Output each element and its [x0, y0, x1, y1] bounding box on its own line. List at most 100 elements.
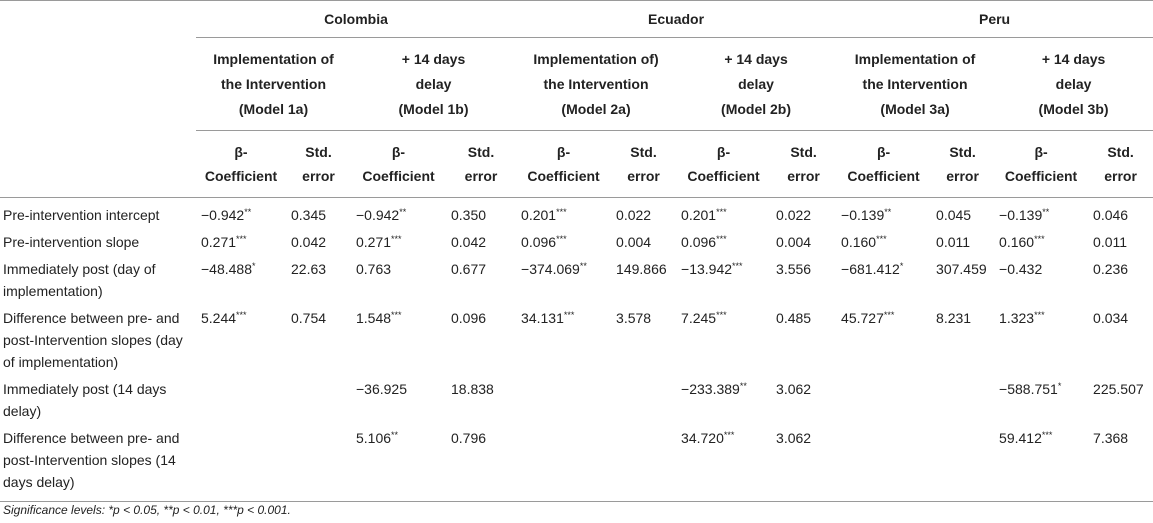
- cell-value: 0.236: [1093, 261, 1129, 277]
- stderr-cell: 0.004: [611, 231, 676, 258]
- table-row: Difference between pre- and post-Interve…: [0, 427, 1153, 502]
- stderr-cell: 0.754: [286, 307, 351, 378]
- country-header-row: Colombia Ecuador Peru: [0, 0, 1153, 38]
- cell-value: −13.942: [681, 261, 733, 277]
- significance-stars: ***: [716, 310, 727, 320]
- stderr-cell: [931, 378, 994, 427]
- coefficient-cell: −0.942**: [351, 198, 446, 232]
- cell-value: 0.034: [1093, 310, 1129, 326]
- table-row: Immediately post (day of implementation)…: [0, 258, 1153, 307]
- coef-col-header: β- Coefficient: [196, 130, 286, 198]
- model-header-2b: + 14 days delay (Model 2b): [676, 37, 837, 131]
- cell-value: −588.751: [999, 381, 1058, 397]
- cell-value: 0.201: [681, 207, 717, 223]
- significance-stars: ***: [563, 310, 575, 320]
- significance-stars: ***: [1034, 234, 1045, 244]
- coefficient-cell: 59.412***: [994, 427, 1089, 502]
- significance-stars: ***: [236, 310, 247, 320]
- cell-value: 0.485: [776, 310, 812, 326]
- coefficient-cell: 1.323***: [994, 307, 1088, 378]
- cell-value: −0.139: [999, 207, 1043, 223]
- stderr-col-header: Std. error: [771, 130, 837, 198]
- stderr-col-header: Std. error: [931, 130, 995, 198]
- cell-value: −374.069: [521, 261, 580, 277]
- coefficient-cell: −233.389**: [676, 378, 771, 427]
- cell-value: 0.004: [776, 234, 812, 250]
- regression-results-table: Colombia Ecuador Peru Implementation of t…: [0, 0, 1153, 502]
- significance-stars: ***: [732, 261, 743, 271]
- significance-stars: ***: [1041, 430, 1053, 440]
- country-header-ecuador: Ecuador: [516, 0, 837, 38]
- cell-value: 3.062: [776, 430, 812, 446]
- stderr-cell: 0.042: [286, 231, 351, 258]
- significance-stars: **: [244, 207, 252, 217]
- stderr-cell: 22.63: [286, 258, 351, 307]
- coefficient-cell: 5.244***: [196, 307, 286, 378]
- cell-value: 0.160: [999, 234, 1035, 250]
- significance-stars: ***: [883, 310, 895, 320]
- stderr-cell: 3.578: [611, 307, 676, 378]
- significance-stars: ***: [876, 234, 887, 244]
- stderr-cell: 0.011: [931, 231, 994, 258]
- coef-col-header: β- Coefficient: [676, 130, 772, 198]
- coef-col-header: β- Coefficient: [836, 130, 932, 198]
- cell-value: −0.139: [841, 207, 885, 223]
- coefficient-cell: −13.942***: [676, 258, 771, 307]
- cell-value: 0.096: [681, 234, 717, 250]
- coefficient-cell: −0.139**: [994, 198, 1088, 232]
- row-label: Pre-intervention intercept: [3, 207, 160, 223]
- coefficient-cell: −48.488*: [196, 258, 286, 307]
- stderr-cell: 7.368: [1088, 427, 1153, 502]
- table-body: Pre-intervention intercept −0.942** 0.345−…: [0, 198, 1153, 502]
- coefficient-cell: 0.096***: [516, 231, 611, 258]
- stderr-cell: 307.459: [931, 258, 994, 307]
- cell-value: 0.160: [841, 234, 877, 250]
- stderr-cell: 225.507: [1088, 378, 1153, 427]
- significance-stars: ***: [556, 207, 567, 217]
- stderr-cell: 0.011: [1088, 231, 1153, 258]
- stderr-cell: 3.062: [771, 427, 837, 502]
- stderr-cell: 0.045: [931, 198, 994, 232]
- cell-value: 0.345: [291, 207, 327, 223]
- row-label: Pre-intervention slope: [3, 234, 140, 250]
- country-header-peru: Peru: [836, 0, 1153, 38]
- coefficient-cell: −588.751*: [994, 378, 1088, 427]
- coefficient-cell: [836, 378, 931, 427]
- cell-value: 3.062: [776, 381, 812, 397]
- coefficient-cell: −0.942**: [196, 198, 286, 232]
- cell-value: 1.548: [356, 310, 392, 326]
- coefficient-cell: 0.096***: [676, 231, 771, 258]
- cell-value: 34.720: [681, 430, 724, 446]
- significance-stars: *: [252, 261, 256, 271]
- coefficient-cell: [196, 427, 286, 502]
- coefficient-cell: 34.720***: [676, 427, 772, 502]
- coefficient-cell: 45.727***: [836, 307, 931, 378]
- significance-stars: *: [1057, 381, 1062, 391]
- stderr-cell: 0.022: [611, 198, 676, 232]
- cell-value: 0.045: [936, 207, 972, 223]
- coefficient-cell: 0.763: [351, 258, 446, 307]
- cell-value: 18.838: [451, 381, 494, 397]
- significance-stars: ***: [391, 234, 402, 244]
- significance-stars: **: [739, 381, 747, 391]
- stderr-cell: 18.838: [446, 378, 516, 427]
- stderr-col-header: Std. error: [1088, 130, 1153, 198]
- cell-value: 0.046: [1093, 207, 1129, 223]
- coefficient-cell: −36.925: [351, 378, 446, 427]
- column-header-row: β- Coefficient Std. error β- Coefficient Std. e…: [0, 130, 1153, 198]
- coef-col-header: β- Coefficient: [351, 130, 446, 198]
- stderr-cell: 3.556: [771, 258, 836, 307]
- model-header-2a: Implementation of) the Intervention (Model…: [516, 37, 677, 131]
- coef-col-header: β- Coefficient: [994, 130, 1089, 198]
- cell-value: 45.727: [841, 310, 884, 326]
- table-row: Difference between pre- and post-Interve…: [0, 307, 1153, 378]
- cell-value: 0.754: [291, 310, 327, 326]
- table-row: Pre-intervention slope 0.271*** 0.042 0.271…: [0, 231, 1153, 258]
- row-label: Immediately post (day of implementation): [3, 261, 156, 299]
- significance-stars: ***: [391, 310, 402, 320]
- coefficient-cell: [836, 427, 932, 502]
- model-header-3b: + 14 days delay (Model 3b): [994, 37, 1153, 131]
- stderr-cell: 0.485: [771, 307, 836, 378]
- cell-value: 8.231: [936, 310, 972, 326]
